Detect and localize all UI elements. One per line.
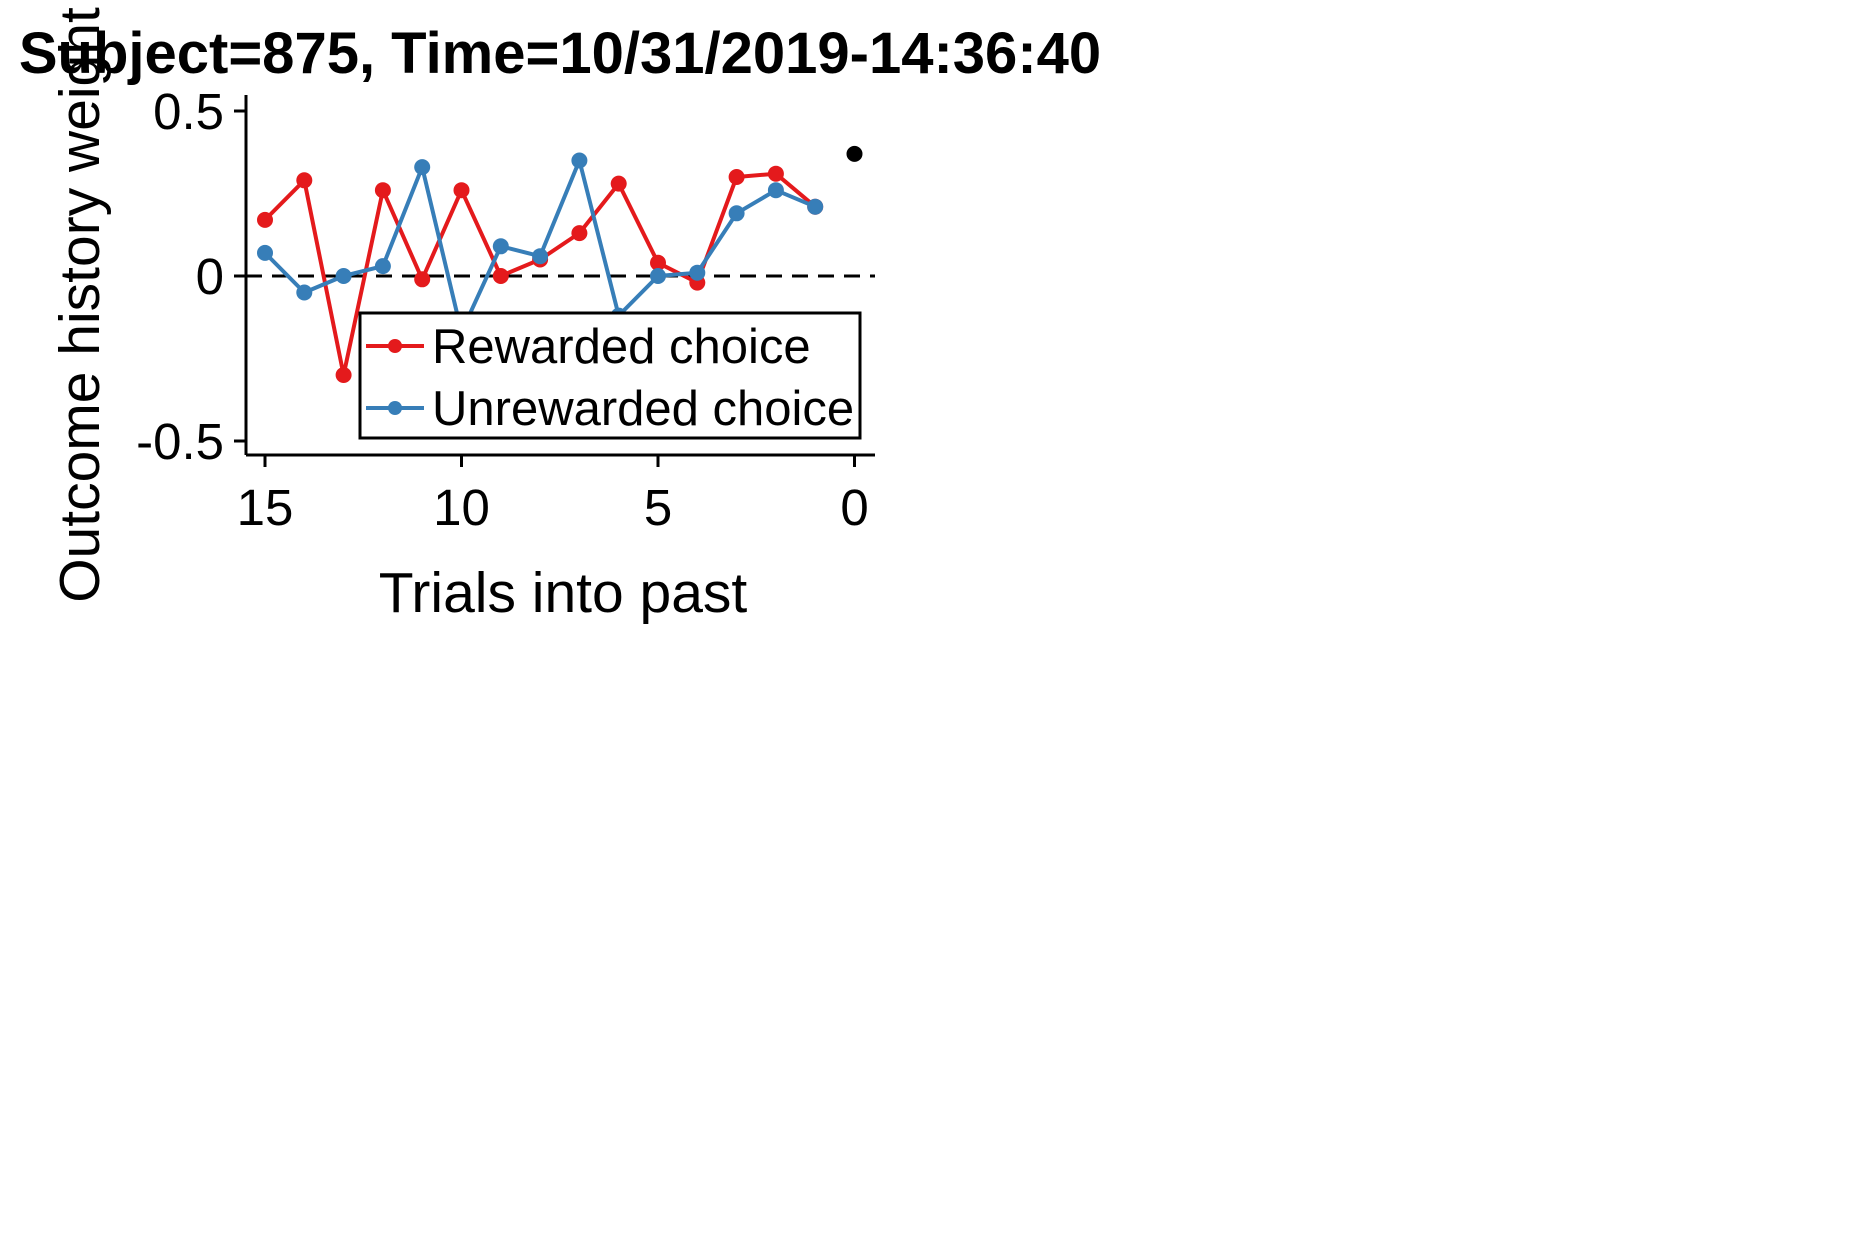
data-point-rewarded: [492, 268, 509, 284]
data-point-rewarded: [296, 172, 313, 189]
y-tick-label: 0.5: [153, 83, 224, 140]
legend-swatch-dot-rewarded: [388, 339, 402, 353]
legend-label-rewarded: Rewarded choice: [432, 320, 811, 374]
data-point-rewarded: [414, 271, 431, 288]
x-tick-label: 0: [840, 479, 868, 536]
legend: Rewarded choice Unrewarded choice: [358, 311, 862, 440]
data-point-rewarded: [650, 254, 666, 271]
y-tick-label: -0.5: [136, 413, 224, 470]
x-tick-label: 10: [433, 479, 490, 536]
data-point-unrewarded: [807, 198, 824, 215]
y-tick-label: 0: [196, 248, 224, 305]
data-point-unrewarded: [414, 159, 431, 176]
data-point-unrewarded: [335, 268, 352, 284]
x-tick-label: 15: [237, 479, 294, 536]
data-point-unrewarded: [296, 284, 313, 301]
data-point-rewarded: [257, 211, 273, 228]
data-point-rewarded: [335, 367, 352, 383]
y-axis-label: Outcome history weight: [48, 7, 112, 603]
data-point-rewarded: [610, 175, 627, 192]
data-point-unrewarded: [257, 244, 273, 261]
legend-label-unrewarded: Unrewarded choice: [432, 382, 854, 436]
data-point-unrewarded: [689, 264, 706, 281]
data-point-rewarded: [728, 169, 745, 185]
x-tick-label: 5: [644, 479, 672, 536]
legend-frame: [358, 311, 862, 440]
data-point-unrewarded: [492, 238, 509, 255]
data-point-rewarded: [374, 182, 391, 199]
data-point-rewarded: [767, 165, 784, 182]
data-point-bias: [846, 145, 863, 162]
data-point-unrewarded: [532, 248, 549, 265]
data-point-unrewarded: [650, 268, 666, 284]
data-point-unrewarded: [571, 152, 588, 169]
x-axis-label: Trials into past: [379, 561, 748, 625]
chart-title: Subject=875, Time=10/31/2019-14:36:40: [19, 21, 1101, 86]
data-point-unrewarded: [374, 258, 391, 275]
data-point-rewarded: [453, 182, 470, 199]
data-point-unrewarded: [767, 182, 784, 199]
legend-swatch-dot-unrewarded: [388, 401, 402, 415]
data-point-rewarded: [571, 225, 588, 242]
data-point-unrewarded: [728, 205, 745, 222]
